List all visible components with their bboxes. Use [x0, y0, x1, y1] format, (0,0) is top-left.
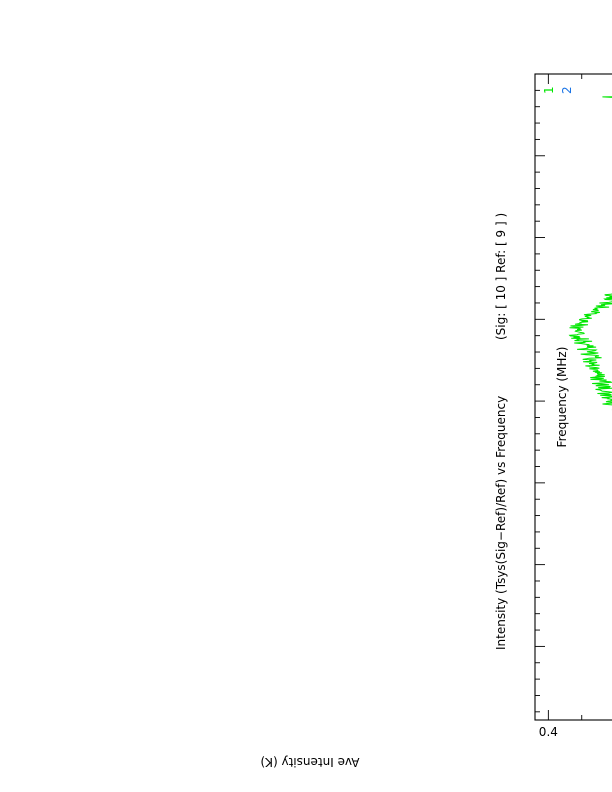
- x-axis-label: Frequency (MHz): [555, 347, 569, 448]
- y-tick-label: 0.4: [539, 725, 558, 739]
- chart-subtitle: (Sig: [ 10 ] Ref: [ 9 ] ): [494, 213, 508, 340]
- legend: 1 2: [542, 86, 574, 94]
- tick-marks: [535, 73, 583, 720]
- plot-rotated-group: 17051710171517201725173017351740 −0.200.…: [494, 73, 612, 739]
- series-line-1: [568, 73, 612, 721]
- chart-title: Intensity (Tsys(Sig−Ref)/Ref) vs Frequen…: [494, 396, 508, 650]
- legend-entry-1: 1: [542, 86, 556, 94]
- plot-frame: [534, 73, 612, 721]
- y-axis-label: Ave Intensity (K): [260, 755, 359, 769]
- legend-entry-2: 2: [560, 86, 574, 94]
- series-layer: [568, 73, 612, 721]
- y-tick-labels: −0.200.20.4: [539, 725, 558, 739]
